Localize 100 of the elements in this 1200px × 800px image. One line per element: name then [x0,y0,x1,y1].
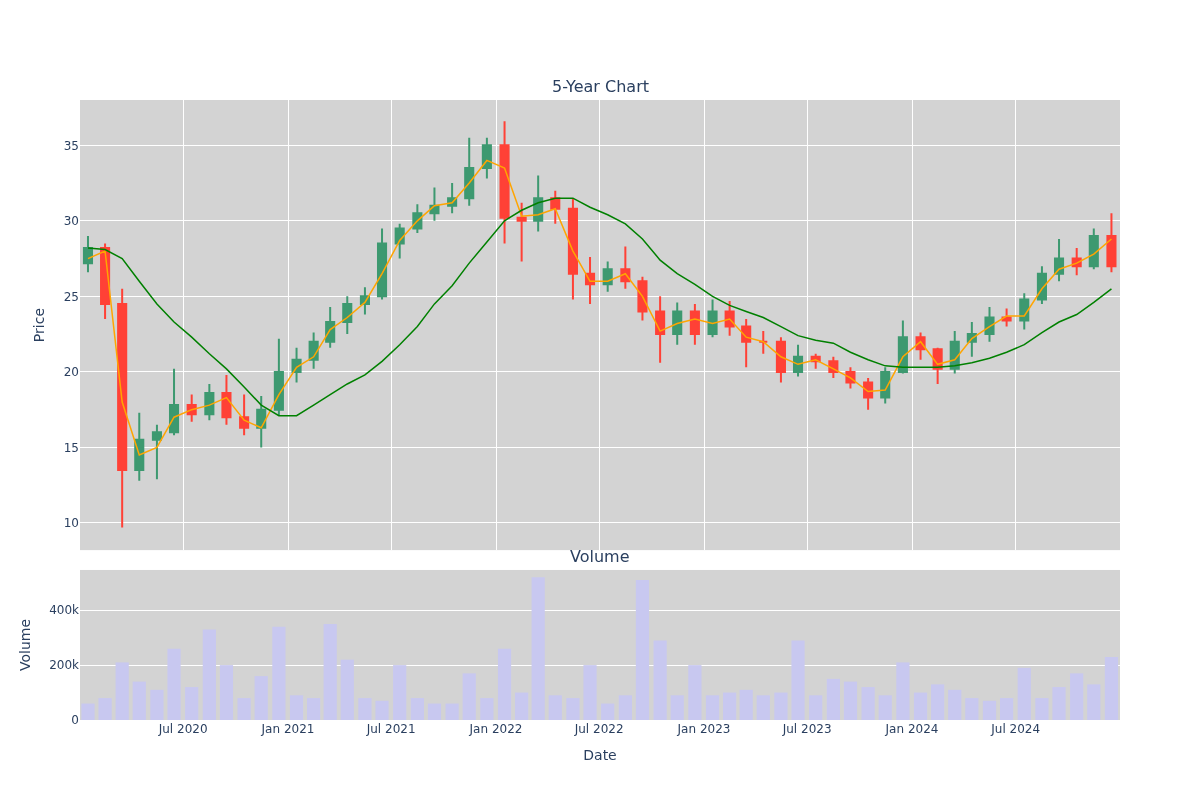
bar [1017,667,1031,720]
candlestick [1053,237,1065,283]
bar [98,698,112,720]
x-tick-label: Jul 2023 [781,722,832,736]
candlestick [117,287,128,529]
bar [982,700,997,720]
bar [202,629,216,720]
bar [445,703,459,720]
bar [410,698,424,720]
candlestick [758,330,769,355]
bar [723,692,737,720]
bar [237,698,251,720]
candlestick [221,373,232,426]
bar [375,700,389,720]
candlestick [792,343,804,378]
bar [307,698,321,720]
bar [896,662,910,720]
y-tick-label: 400k [49,603,80,618]
candlestick [325,305,336,349]
bar [185,687,199,720]
bar [618,695,632,720]
candlestick [168,367,180,437]
candlestick [880,366,891,405]
bar [115,662,129,720]
y-tick-label: 35 [63,138,79,153]
candlestick [897,319,908,375]
y-tick-label: 20 [63,365,79,380]
bar [1052,687,1066,720]
candlestick [984,305,995,343]
bar [653,640,667,720]
bar [913,692,928,720]
candlestick [584,256,596,305]
candlestick [567,197,578,301]
candlestick [394,222,405,260]
x-tick-label: Jul 2021 [365,722,416,736]
x-tick-label: Jan 2021 [260,722,315,736]
candlestick [256,395,267,449]
bar [635,580,650,720]
bar [601,703,615,720]
line-series [87,197,1113,417]
candlestick [464,136,475,207]
candlestick [550,189,561,225]
candlestick [863,376,874,411]
bar [878,695,892,720]
bar [965,698,979,720]
candlestick [1106,212,1117,274]
chart-title: 5-Year Chart [552,77,649,96]
bar [861,687,875,720]
bar [809,695,823,720]
bar [583,665,597,720]
candlestick [412,203,423,234]
candlestick [499,120,510,245]
bar [531,577,545,720]
y-axis-title: Volume [16,618,33,672]
candlestick [637,275,648,322]
y-tick-label: 25 [63,289,79,304]
bar [358,698,372,720]
candlestick [655,295,666,364]
y-tick-label: 30 [63,214,79,229]
bar [393,665,407,720]
candlestick [602,260,613,293]
candlestick [291,346,302,384]
bar [132,681,146,720]
bar [670,695,684,720]
candlestick [672,301,683,346]
bar [81,703,95,720]
bar [774,692,788,720]
candlestick [376,227,388,301]
bar [826,678,840,720]
x-axis-title: Date [583,747,617,764]
bar [272,626,286,720]
candlestick [1001,307,1012,328]
bar [843,681,858,720]
y-tick-label: 0 [71,713,79,728]
candlestick [966,321,977,358]
y-axis-title: Price [31,307,48,343]
candlestick [134,411,145,482]
bar [705,695,720,720]
bar [497,648,512,720]
candlestick [429,186,440,222]
bar [931,684,945,720]
bar [1035,698,1049,720]
x-tick-label: Jul 2024 [990,722,1041,736]
bar [515,692,529,720]
candlestick [1019,292,1030,331]
candlestick [707,298,718,339]
bar [548,695,562,720]
y-tick-label: 15 [63,440,79,455]
y-tick-label: 200k [49,658,80,673]
bar [427,703,442,720]
bar [688,665,702,720]
candlestick [204,382,215,422]
line-series [87,159,1113,456]
candlestick [741,318,752,369]
y-tick-label: 10 [63,516,79,531]
bar [1070,673,1084,720]
candlestick [620,245,631,290]
bar [756,695,770,720]
candlestick [273,337,284,417]
bar [150,689,164,720]
